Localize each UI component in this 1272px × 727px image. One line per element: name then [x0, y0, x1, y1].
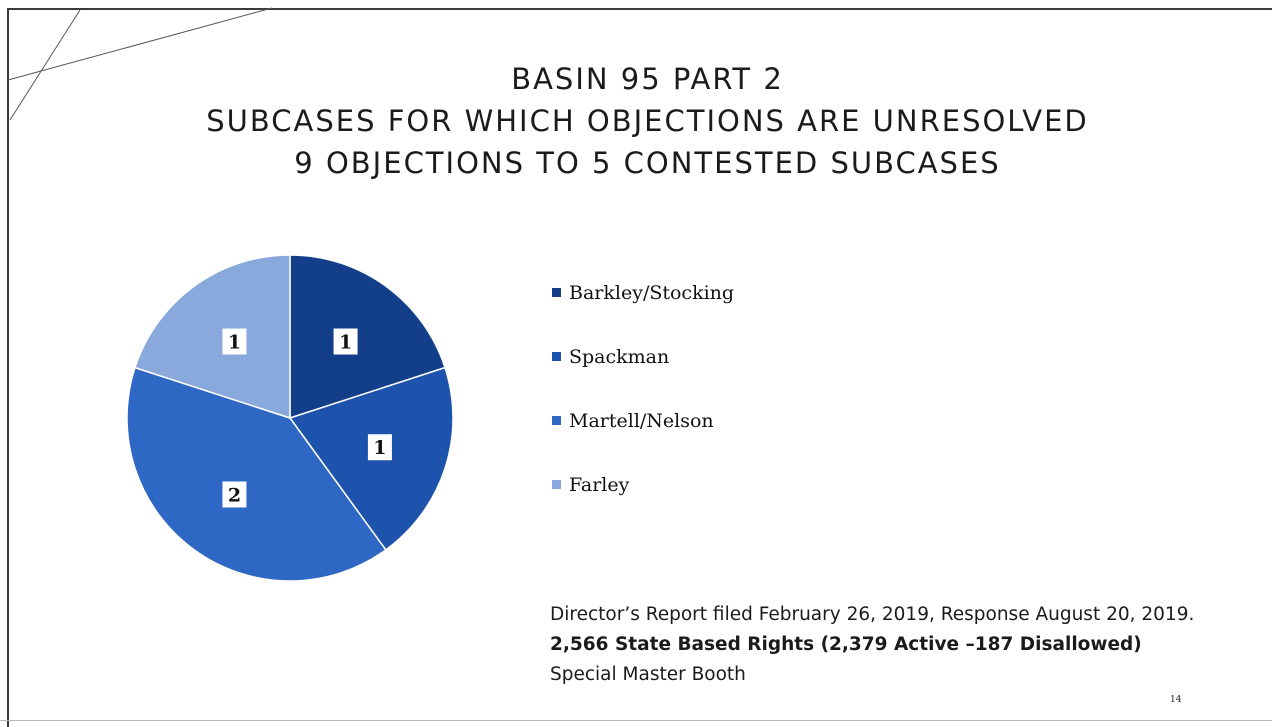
slide-frame-bottom: [0, 720, 1272, 721]
footer-line-rights: 2,566 State Based Rights (2,379 Active –…: [550, 634, 1142, 655]
legend-swatch: [552, 351, 561, 361]
data-label: 1: [222, 328, 247, 355]
title-line-1: BASIN 95 PART 2: [511, 62, 784, 96]
data-label-text: 1: [373, 437, 386, 459]
data-label-box: [367, 434, 392, 461]
pie-labels: 1 1 2 1: [222, 328, 392, 508]
data-label-box: [222, 481, 247, 508]
title-line-3: 9 OBJECTIONS TO 5 CONTESTED SUBCASES: [294, 146, 1001, 180]
footer-line-report: Director’s Report filed February 26, 201…: [550, 604, 1195, 625]
data-label: 1: [333, 328, 358, 355]
pie-slice-farley: [134, 254, 291, 420]
corner-decoration: [7, 7, 273, 121]
data-label-text: 1: [339, 332, 352, 354]
pie-slices: [126, 254, 454, 582]
footer-notes: Director’s Report filed February 26, 201…: [550, 600, 1194, 690]
data-label-text: 2: [228, 484, 241, 506]
legend-swatch: [552, 415, 561, 425]
pie-slice-martell-nelson: [126, 366, 387, 582]
pie-chart: 1 1 2 1: [126, 254, 454, 582]
legend-label: Farley: [569, 474, 630, 496]
legend-item-spackman: Spackman: [552, 346, 669, 368]
data-label-box: [222, 328, 247, 355]
slide-frame-left: [7, 8, 9, 727]
slide-frame-top: [8, 8, 1272, 10]
legend-item-barkley-stocking: Barkley/Stocking: [552, 282, 734, 304]
pie-slice-barkley-stocking: [289, 254, 446, 420]
legend-label: Barkley/Stocking: [569, 282, 735, 304]
legend-label: Spackman: [569, 346, 670, 368]
legend-item-farley: Farley: [552, 474, 629, 496]
slide-title: BASIN 95 PART 2 SUBCASES FOR WHICH OBJEC…: [0, 58, 1272, 184]
footer-line-master: Special Master Booth: [550, 664, 746, 685]
data-label-box: [333, 328, 358, 355]
legend-swatch: [552, 479, 561, 489]
page-number: 14: [1170, 695, 1182, 705]
legend-swatch: [552, 287, 561, 297]
legend-label: Martell/Nelson: [569, 410, 714, 432]
legend-item-martell-nelson: Martell/Nelson: [552, 410, 714, 432]
data-label: 1: [367, 434, 392, 461]
data-label-text: 1: [228, 332, 241, 354]
title-line-2: SUBCASES FOR WHICH OBJECTIONS ARE UNRESO…: [206, 104, 1089, 138]
data-label: 2: [222, 481, 247, 508]
